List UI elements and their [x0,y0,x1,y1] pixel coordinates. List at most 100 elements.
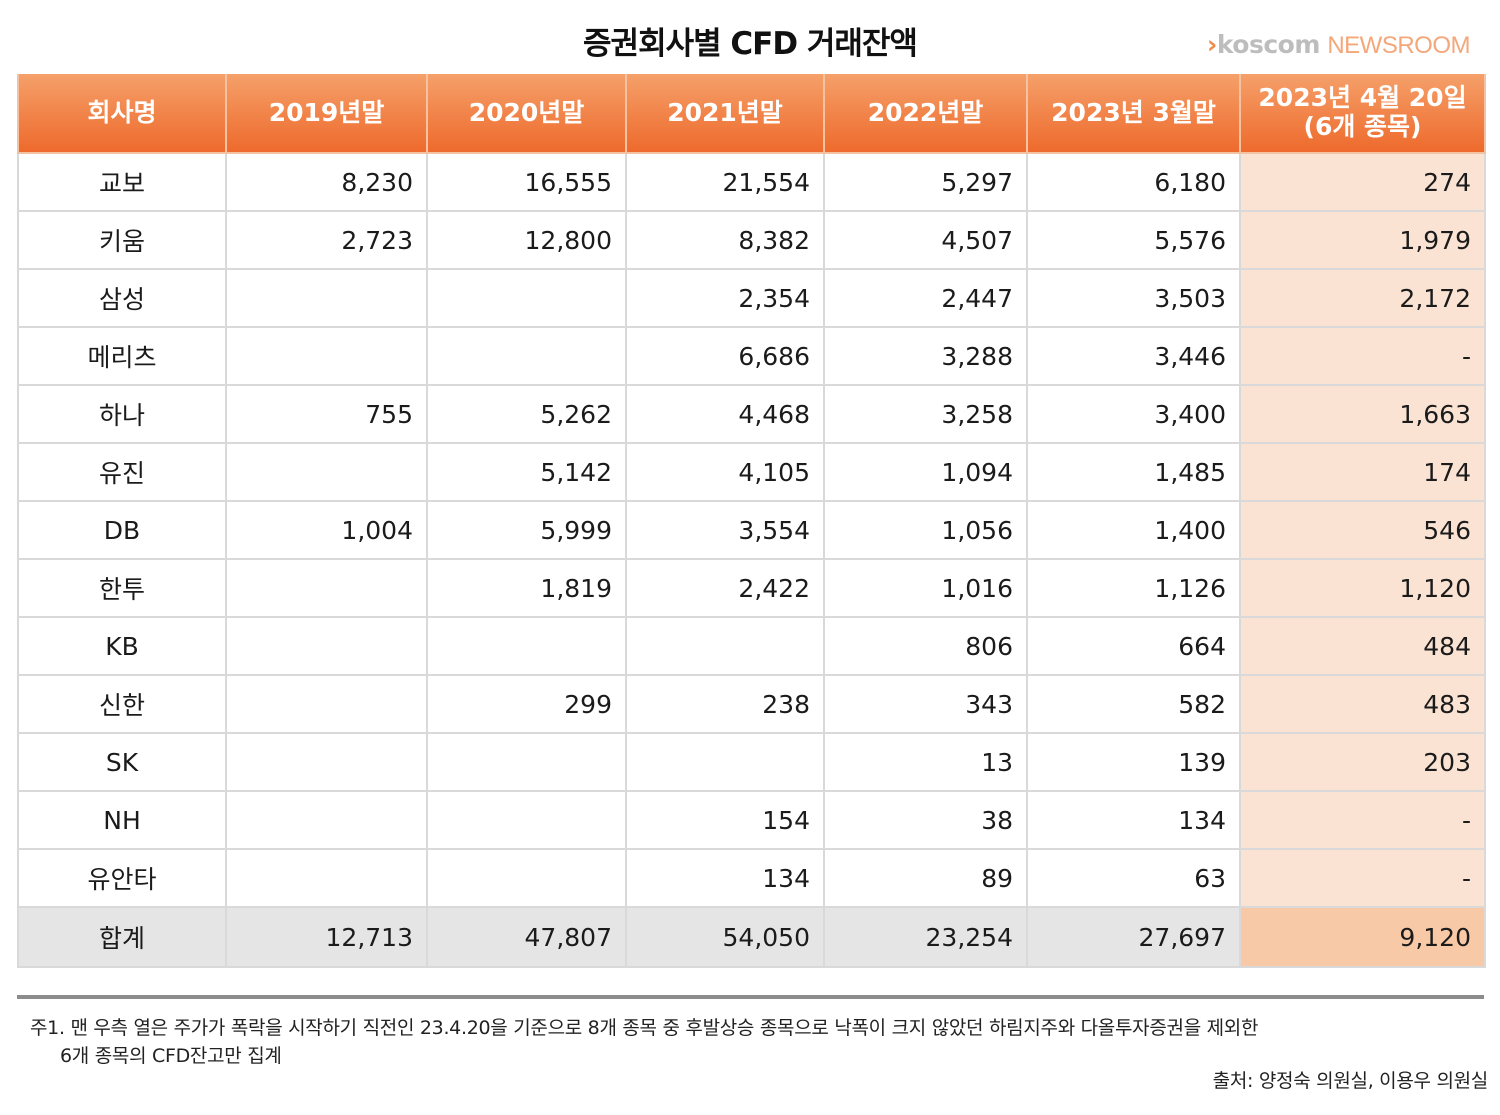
company-name-cell: NH [17,790,227,850]
value-cell: 274 [1239,152,1486,212]
company-name-cell: 삼성 [17,268,227,328]
value-cell: 1,016 [823,558,1028,618]
value-cell: - [1239,848,1486,908]
table-row: 키움 2,723 12,800 8,382 4,507 5,576 1,979 [17,210,1486,270]
table-row: 유안타 134 89 63- [17,848,1486,908]
value-cell [426,732,627,792]
footnote-line-2: 6개 종목의 CFD잔고만 집계 [60,1045,282,1067]
value-cell: 1,056 [823,500,1028,560]
value-cell: 5,142 [426,442,627,502]
value-cell: 1,979 [1239,210,1486,270]
company-name-cell: SK [17,732,227,792]
value-cell [426,616,627,676]
value-cell: 139 [1026,732,1241,792]
koscom-newsroom-logo: ›koscom NEWSROOM [1207,30,1470,60]
value-cell: 3,288 [823,326,1028,386]
value-cell [426,790,627,850]
value-cell [225,268,428,328]
value-cell: 3,258 [823,384,1028,444]
company-name-cell: 교보 [17,152,227,212]
cfd-balance-table: 회사명 2019년말 2020년말 2021년말 2022년말 2023년 3월말 2023… [17,74,1486,968]
logo-name: koscom [1216,30,1321,59]
value-cell: 12,800 [426,210,627,270]
value-cell: 8,382 [625,210,825,270]
company-name-cell: KB [17,616,227,676]
value-cell: 47,807 [426,906,627,968]
value-cell: 23,254 [823,906,1028,968]
value-cell [225,558,428,618]
column-header: 2023년 3월말 [1026,74,1241,154]
total-row: 합계 12,713 47,807 54,050 23,254 27,697 9,120 [17,906,1486,968]
column-header: 2023년 4월 20일 (6개 종목) [1239,74,1486,154]
value-cell: 3,446 [1026,326,1241,386]
value-cell: 6,180 [1026,152,1241,212]
logo-chevron-icon: › [1207,30,1217,59]
value-cell [225,790,428,850]
company-name-cell: 키움 [17,210,227,270]
value-cell: - [1239,326,1486,386]
table-row: 메리츠 6,686 3,288 3,446- [17,326,1486,386]
value-cell: 755 [225,384,428,444]
company-name-cell: DB [17,500,227,560]
value-cell: 89 [823,848,1028,908]
column-header: 2021년말 [625,74,825,154]
company-name-cell: 메리츠 [17,326,227,386]
value-cell: 299 [426,674,627,734]
table-row: 삼성 2,354 2,447 3,503 2,172 [17,268,1486,328]
value-cell: 27,697 [1026,906,1241,968]
value-cell: 664 [1026,616,1241,676]
value-cell: 484 [1239,616,1486,676]
value-cell: 4,468 [625,384,825,444]
footnote-line-1: 주1. 맨 우측 열은 주가가 폭락을 시작하기 직전인 23.4.20을 기준… [30,1017,1259,1039]
value-cell: 2,422 [625,558,825,618]
value-cell: 1,120 [1239,558,1486,618]
company-name-cell: 유안타 [17,848,227,908]
value-cell: - [1239,790,1486,850]
value-cell: 1,663 [1239,384,1486,444]
table-row: SK 13 139 203 [17,732,1486,792]
value-cell: 134 [1026,790,1241,850]
table-row: NH 154 38 134- [17,790,1486,850]
value-cell: 806 [823,616,1028,676]
value-cell: 174 [1239,442,1486,502]
value-cell: 2,447 [823,268,1028,328]
value-cell: 1,400 [1026,500,1241,560]
company-name-cell: 하나 [17,384,227,444]
table-body: 교보 8,230 16,555 21,554 5,297 6,180 274 키움 2,723 1… [17,152,1486,968]
value-cell [426,326,627,386]
value-cell: 483 [1239,674,1486,734]
value-cell [225,732,428,792]
company-name-cell: 한투 [17,558,227,618]
value-cell: 5,999 [426,500,627,560]
footnote: 주1. 맨 우측 열은 주가가 폭락을 시작하기 직전인 23.4.20을 기준… [30,1014,1258,1070]
value-cell [225,326,428,386]
table-row: 유진 5,142 4,105 1,094 1,485 174 [17,442,1486,502]
value-cell [225,442,428,502]
value-cell: 1,094 [823,442,1028,502]
value-cell: 203 [1239,732,1486,792]
value-cell: 1,126 [1026,558,1241,618]
table-row: 교보 8,230 16,555 21,554 5,297 6,180 274 [17,152,1486,212]
value-cell: 2,723 [225,210,428,270]
value-cell: 5,576 [1026,210,1241,270]
table-header-row: 회사명 2019년말 2020년말 2021년말 2022년말 2023년 3월말 2023… [17,74,1486,154]
value-cell: 21,554 [625,152,825,212]
company-name-cell: 신한 [17,674,227,734]
value-cell: 8,230 [225,152,428,212]
table-row: 신한 299 238 343 582 483 [17,674,1486,734]
value-cell: 154 [625,790,825,850]
value-cell: 1,004 [225,500,428,560]
value-cell: 4,105 [625,442,825,502]
value-cell: 12,713 [225,906,428,968]
value-cell [225,616,428,676]
value-cell: 54,050 [625,906,825,968]
table-row: 하나 755 5,262 4,468 3,258 3,400 1,663 [17,384,1486,444]
value-cell [225,848,428,908]
column-header: 2019년말 [225,74,428,154]
value-cell: 6,686 [625,326,825,386]
column-header: 2020년말 [426,74,627,154]
value-cell: 582 [1026,674,1241,734]
value-cell: 5,262 [426,384,627,444]
company-name-cell: 합계 [17,906,227,968]
value-cell: 1,485 [1026,442,1241,502]
